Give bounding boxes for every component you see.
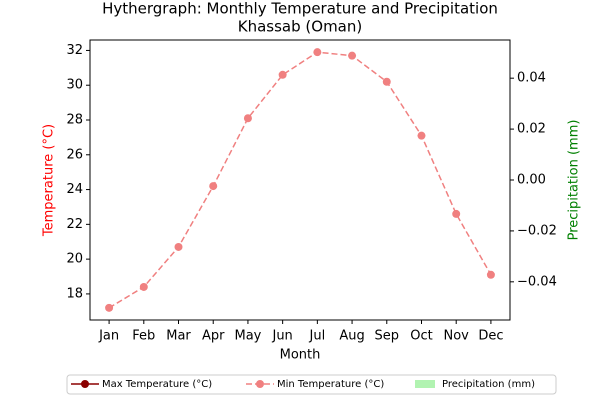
y2-tick-label: −0.02 [517,223,557,238]
y-tick-label: 18 [66,286,83,301]
y-tick-label: 22 [66,217,83,232]
point [105,303,114,312]
x-tick-label: Jun [271,329,292,344]
point [452,209,461,218]
x-tick-label: Dec [478,329,503,344]
legend-box [66,374,557,395]
legend-label: Min Temperature (°C) [277,379,384,390]
point [313,48,322,57]
x-axis-label: Month [280,348,321,363]
x-tick-label: Aug [339,329,364,344]
y-axis-label: Temperature (°C) [42,124,57,237]
chart-title: Hythergraph: Monthly Temperature and Pre… [102,0,498,18]
y-tick-label: 32 [66,43,83,58]
point [278,70,287,79]
x-tick-label: Apr [202,329,225,344]
x-tick-label: Feb [132,329,155,344]
point [209,182,218,191]
y-tick-label: 30 [66,78,83,93]
y2-tick-label: 0.02 [517,122,546,137]
plot-frame [89,39,511,321]
x-tick-label: Mar [166,329,191,344]
point [486,270,495,279]
point [382,77,391,86]
y-tick-label: 28 [66,113,83,128]
y2-tick-label: 0.00 [517,173,546,188]
y-tick-label: 26 [66,147,83,162]
legend-label: Precipitation (mm) [442,379,535,390]
x-tick-label: Sep [375,329,400,344]
legend-marker [256,380,264,388]
x-tick-label: Nov [444,329,470,344]
y2-tick-label: 0.04 [517,71,546,86]
y-tick-label: 24 [66,182,83,197]
point [139,282,148,291]
point [243,114,252,123]
x-tick-label: May [234,329,261,344]
legend-label: Max Temperature (°C) [102,379,212,390]
x-tick-label: Oct [410,329,432,344]
legend-marker [81,380,89,388]
y-tick-label: 20 [66,252,83,267]
legend-swatch [415,380,435,388]
x-tick-label: Jan [98,329,119,344]
chart-subtitle: Khassab (Oman) [238,18,362,36]
x-tick-label: Jul [309,329,326,344]
point [417,131,426,140]
point [174,242,183,251]
point [348,51,357,60]
line [108,51,492,309]
y2-axis-label: Precipitation (mm) [567,120,582,241]
y2-tick-label: −0.04 [517,274,557,289]
